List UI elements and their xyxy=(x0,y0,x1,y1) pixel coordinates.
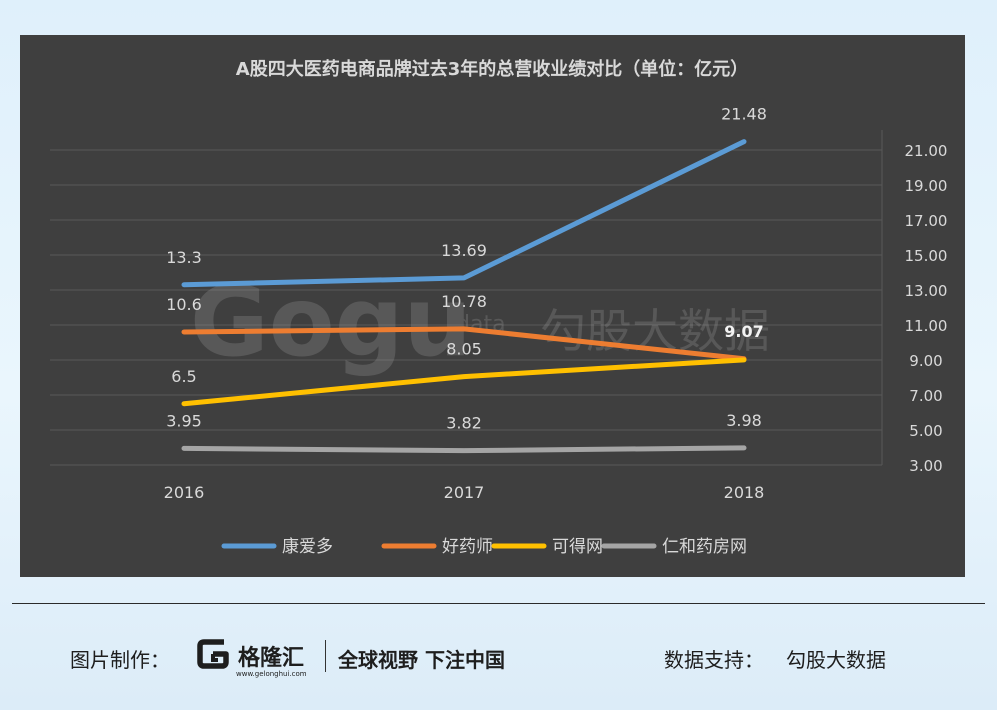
x-tick-label-0: 2016 xyxy=(164,483,205,502)
data-label-0-0: 13.3 xyxy=(166,248,202,267)
series-2-point-1 xyxy=(462,375,466,379)
y-tick-label-1: 5.00 xyxy=(909,422,942,440)
data-label-2-1: 8.05 xyxy=(446,340,482,359)
brand-name: 格隆汇 xyxy=(238,646,305,671)
line-chart: A股四大医药电商品牌过去3年的总营收业绩对比（单位：亿元） 3.00 5.00 7.0… xyxy=(50,58,948,557)
brand-url: www.gelonghui.com xyxy=(236,670,307,678)
legend-label-1: 好药师 xyxy=(442,537,493,557)
y-tick-label-2: 7.00 xyxy=(909,387,942,405)
credit-label: 图片制作： xyxy=(70,648,170,672)
y-tick-label-5: 13.00 xyxy=(905,282,948,300)
y-tick-label-0: 3.00 xyxy=(909,457,942,475)
y-tick-label-8: 19.00 xyxy=(905,177,948,195)
x-tick-label-1: 2017 xyxy=(444,483,485,502)
chart-panel: A股四大医药电商品牌过去3年的总营收业绩对比（单位：亿元） 3.00 5.00 7.0… xyxy=(20,35,965,577)
source-name: 勾股大数据 xyxy=(786,648,886,672)
series-2-point-0 xyxy=(182,402,186,406)
legend-label-2: 可得网 xyxy=(552,537,603,557)
series-3-point-0 xyxy=(182,446,186,450)
series-2-point-2 xyxy=(742,358,746,362)
slogan: 全球视野 下注中国 xyxy=(338,648,505,672)
series-1-point-0 xyxy=(182,330,186,334)
data-label-1-2: 9.07 xyxy=(724,322,763,341)
source-label: 数据支持： xyxy=(664,648,764,672)
series-1-point-1 xyxy=(462,327,466,331)
series-line-0 xyxy=(181,139,747,288)
data-label-0-2: 21.48 xyxy=(721,105,767,124)
chart-title: A股四大医药电商品牌过去3年的总营收业绩对比（单位：亿元） xyxy=(236,58,748,80)
legend-label-3: 仁和药房网 xyxy=(662,537,747,557)
data-label-0-1: 13.69 xyxy=(441,241,487,260)
series-3-point-1 xyxy=(462,449,466,453)
legend-label-0: 康爱多 xyxy=(282,537,333,557)
x-tick-label-2: 2018 xyxy=(724,483,765,502)
y-tick-label-4: 11.00 xyxy=(905,317,948,335)
data-label-2-0: 6.5 xyxy=(171,367,196,386)
footer-divider-line xyxy=(12,603,985,604)
data-label-1-0: 10.6 xyxy=(166,295,202,314)
y-tick-label-3: 9.00 xyxy=(909,352,942,370)
data-label-3-2: 3.98 xyxy=(726,411,762,430)
data-label-1-1: 10.78 xyxy=(441,292,487,311)
series-0-point-2 xyxy=(742,140,746,144)
gelonghui-logo-icon xyxy=(197,639,229,669)
series-0-point-1 xyxy=(462,276,466,280)
footer-divider xyxy=(325,640,326,672)
series-0-point-0 xyxy=(182,283,186,287)
series-3-point-2 xyxy=(742,446,746,450)
data-label-3-1: 3.82 xyxy=(446,414,482,433)
y-tick-label-9: 21.00 xyxy=(905,142,948,160)
y-tick-label-7: 17.00 xyxy=(905,212,948,230)
footer: 图片制作： 格隆汇 www.gelonghui.com 全球视野 下注中国 数据… xyxy=(0,630,997,690)
legend: 康爱多 好药师 可得网 仁和药房网 xyxy=(221,537,747,557)
data-label-3-0: 3.95 xyxy=(166,411,202,430)
y-tick-label-6: 15.00 xyxy=(905,247,948,265)
